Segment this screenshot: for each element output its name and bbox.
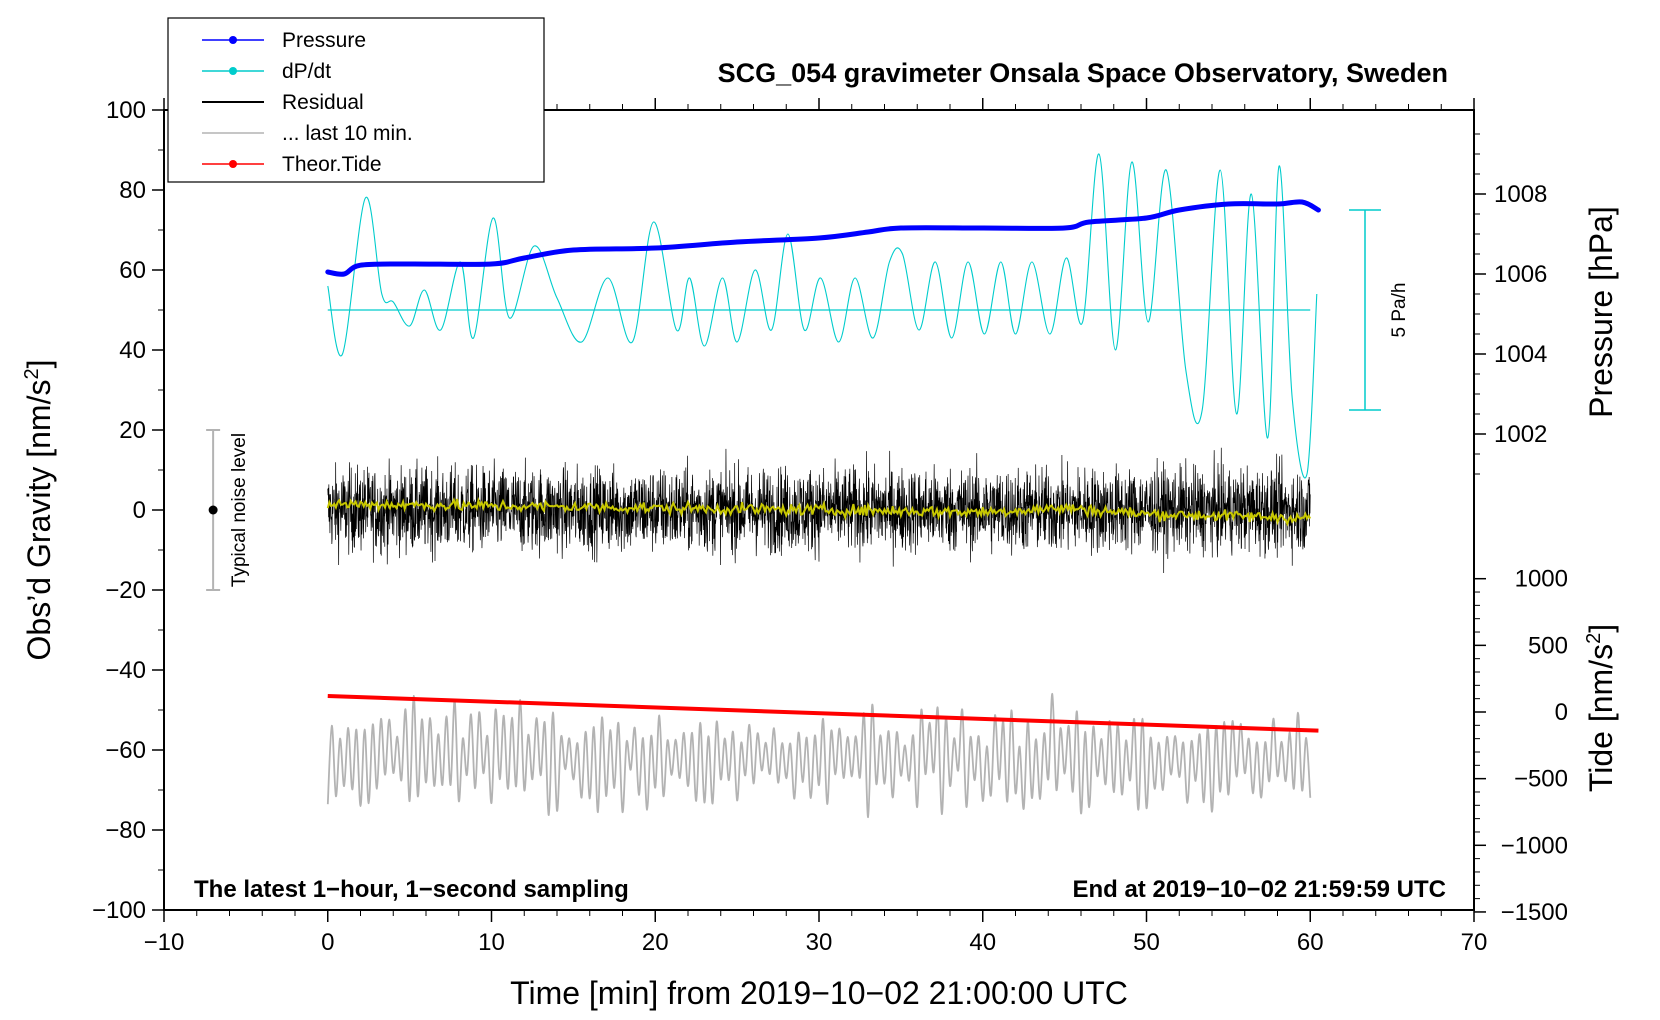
last-10-min-line: [326, 692, 1312, 819]
x-tick-label: 60: [1297, 929, 1324, 956]
pressure-tick-label: 1004: [1494, 341, 1547, 368]
x-tick-label: 10: [478, 929, 505, 956]
note-left: The latest 1−hour, 1−second sampling: [194, 876, 629, 903]
tide-tick-label: −500: [1514, 766, 1568, 793]
residual-smoothed-line: [326, 496, 1312, 527]
dpdt-line: [327, 153, 1318, 479]
x-axis-label: Time [min] from 2019−10−02 21:00:00 UTC: [510, 975, 1128, 1011]
dpdt-scale-bar: 5 Pa/h: [1349, 209, 1410, 411]
tide-tick-label: 0: [1555, 699, 1568, 726]
y-tick-label: 40: [119, 337, 146, 364]
y-tick-label: −20: [105, 577, 146, 604]
legend-box: [167, 17, 545, 183]
scale-bar-label: 5 Pa/h: [1389, 283, 1410, 338]
pressure-tick-label: 1008: [1494, 181, 1547, 208]
pressure-series: [325, 199, 1321, 277]
y-tick-label: −40: [105, 657, 146, 684]
legend-label: Residual: [282, 91, 364, 114]
legend-label: Pressure: [282, 29, 366, 52]
left-y-axis: −100 −80 −60 −40 −20 0 20 40 60 80 100: [92, 97, 164, 924]
legend-marker: [229, 36, 237, 44]
left-y-axis-label: Obs’d Gravity [nm/s2]: [21, 360, 57, 661]
noise-dot: [208, 505, 218, 515]
typical-noise-marker: Typical noise level: [206, 429, 250, 591]
note-right: End at 2019−10−02 21:59:59 UTC: [1072, 876, 1446, 903]
x-tick-label: 20: [642, 929, 669, 956]
theor-tide-line: [327, 694, 1319, 733]
x-tick-label: 70: [1461, 929, 1488, 956]
pressure-axis: 1002 1004 1006 1008: [1474, 133, 1547, 475]
legend-label: ... last 10 min.: [282, 122, 413, 145]
y-tick-label: −80: [105, 817, 146, 844]
tide-tick-label: 1000: [1515, 566, 1568, 593]
x-tick-label: 30: [806, 929, 833, 956]
y-tick-label: 60: [119, 257, 146, 284]
x-tick-label: 50: [1133, 929, 1160, 956]
legend-label: Theor.Tide: [282, 153, 382, 176]
noise-label: Typical noise level: [229, 433, 250, 587]
tide-tick-label: −1500: [1501, 899, 1568, 926]
x-tick-label: 40: [969, 929, 996, 956]
legend-marker: [229, 67, 237, 75]
y-tick-label: −60: [105, 737, 146, 764]
y-tick-label: 0: [133, 497, 146, 524]
pressure-line: [325, 199, 1321, 277]
pressure-tick-label: 1006: [1494, 261, 1547, 288]
legend: Pressure dP/dt Residual ... last 10 min. The…: [167, 17, 545, 183]
legend-label: dP/dt: [282, 60, 331, 83]
y-tick-label: 100: [106, 97, 146, 124]
x-tick-label: −10: [144, 929, 185, 956]
pressure-tick-label: 1002: [1494, 421, 1547, 448]
legend-marker: [229, 160, 237, 168]
tide-tick-label: −1000: [1501, 832, 1568, 859]
residual-series: [326, 447, 1312, 573]
residual-line: [327, 447, 1311, 573]
y-tick-label: 80: [119, 177, 146, 204]
pressure-axis-label: Pressure [hPa]: [1583, 206, 1619, 418]
last-10-min-series: [326, 692, 1312, 819]
theor-tide-series: [327, 694, 1319, 733]
chart-title: SCG_054 gravimeter Onsala Space Observat…: [718, 58, 1448, 88]
y-tick-label: −100: [92, 897, 146, 924]
x-tick-label: 0: [321, 929, 334, 956]
tide-axis: −1500 −1000 −500 0 500 1000: [1474, 566, 1568, 926]
tide-axis-label: Tide [nm/s2]: [1583, 624, 1619, 792]
tide-tick-label: 500: [1528, 632, 1568, 659]
y-tick-label: 20: [119, 417, 146, 444]
dpdt-series: [327, 153, 1318, 479]
x-axis: −10 0 10 20 30 40 50 60 70: [144, 98, 1488, 956]
